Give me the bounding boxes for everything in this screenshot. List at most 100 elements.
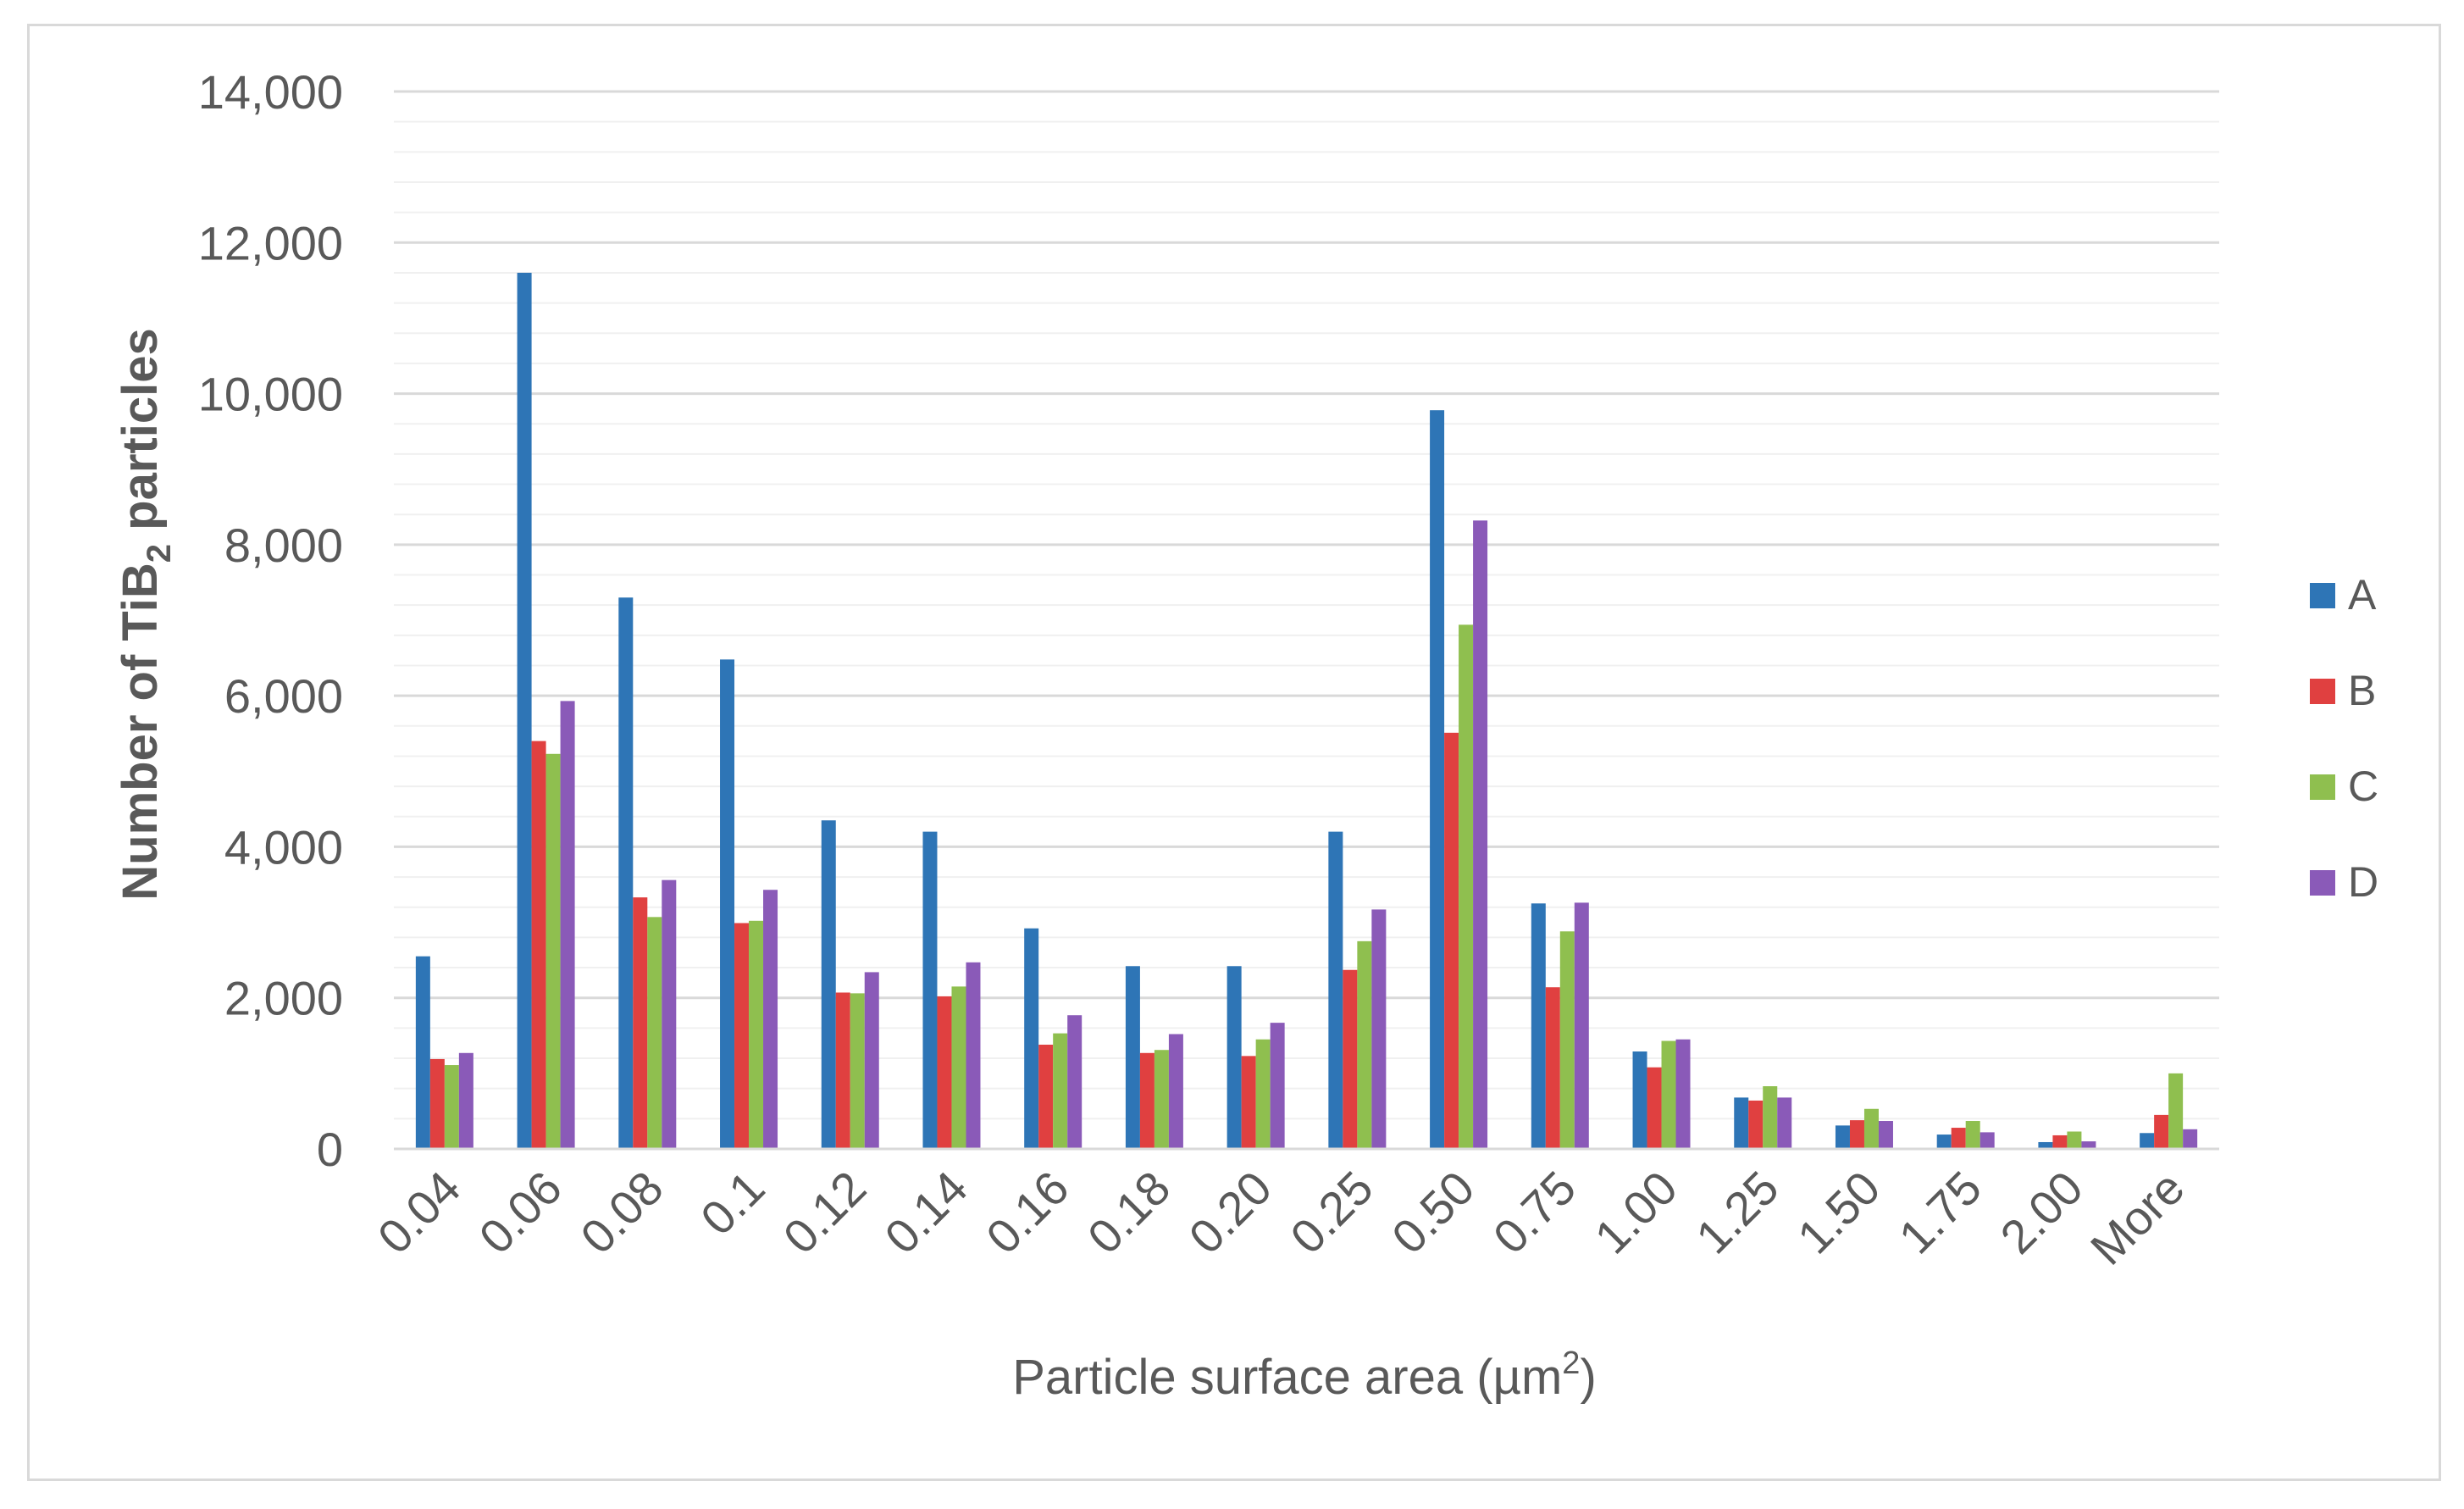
legend-label-B: B: [2348, 667, 2376, 714]
bar-D-0.04: [458, 1052, 473, 1149]
legend-label-C: C: [2348, 763, 2378, 810]
bar-B-2.00: [2052, 1135, 2068, 1149]
y-tick-label: 4,000: [224, 820, 343, 874]
bar-C-0.08: [647, 917, 662, 1149]
bar-D-1.25: [1777, 1097, 1792, 1149]
bar-B-0.18: [1139, 1052, 1154, 1149]
y-tick-label: 2,000: [224, 972, 343, 1025]
bar-A-1.00: [1632, 1051, 1647, 1149]
bar-B-1.00: [1647, 1067, 1662, 1149]
bar-B-0.25: [1343, 969, 1358, 1149]
bar-D-0.18: [1168, 1034, 1183, 1149]
legend-swatch-D: [2310, 870, 2335, 896]
bar-B-0.14: [937, 996, 952, 1149]
bar-C-0.18: [1154, 1050, 1169, 1149]
bar-A-0.12: [821, 820, 836, 1149]
y-tick-label: 10,000: [198, 368, 343, 421]
chart-frame: [27, 24, 2441, 1481]
y-tick-label: 6,000: [224, 669, 343, 723]
bar-D-0.06: [560, 701, 575, 1149]
bar-C-0.50: [1459, 624, 1474, 1149]
bar-B-1.75: [1951, 1128, 1966, 1149]
bar-A-0.50: [1430, 410, 1445, 1149]
bar-B-0.06: [531, 741, 546, 1149]
x-tick-label: 2.00: [1990, 1161, 2093, 1264]
x-axis-title: Particle surface area (µm2): [1012, 1345, 1597, 1405]
legend-label-A: A: [2348, 571, 2377, 619]
y-tick-label: 14,000: [198, 65, 343, 119]
x-tick-label: 1.25: [1686, 1161, 1789, 1264]
minor-gridlines: [394, 120, 2219, 1120]
x-tick-label: More: [2080, 1161, 2195, 1275]
x-tick-label: 0.50: [1382, 1161, 1485, 1264]
bar-A-0.20: [1226, 966, 1242, 1149]
bar-B-0.1: [734, 923, 750, 1149]
bar-C-2.00: [2067, 1131, 2082, 1149]
bar-A-1.50: [1835, 1125, 1850, 1149]
bar-B-0.04: [429, 1058, 445, 1149]
bar-A-0.04: [415, 956, 430, 1149]
legend: A B C D: [2310, 571, 2378, 906]
legend-swatch-A: [2310, 583, 2335, 608]
bar-A-0.08: [618, 597, 634, 1149]
bar-A-1.75: [1936, 1135, 1952, 1149]
bar-A-0.1: [720, 659, 735, 1149]
bars: [415, 272, 2198, 1149]
bar-D-1.50: [1878, 1121, 1893, 1149]
x-tick-label: 0.25: [1280, 1161, 1383, 1264]
bar-D-More: [2183, 1129, 2198, 1149]
x-tick-label: 0.06: [468, 1161, 572, 1264]
bar-C-0.20: [1255, 1039, 1271, 1149]
bar-B-0.12: [835, 992, 850, 1149]
bar-C-0.04: [444, 1065, 459, 1149]
y-tick-label: 0: [317, 1123, 343, 1176]
bar-A-0.06: [517, 272, 532, 1149]
bar-C-More: [2168, 1073, 2184, 1149]
bar-B-0.20: [1241, 1056, 1256, 1149]
bar-D-1.75: [1980, 1132, 1995, 1149]
y-axis-title: Number of TiB2 particles: [113, 328, 178, 900]
x-tick-label: 0.75: [1483, 1161, 1586, 1264]
bar-C-1.00: [1661, 1040, 1676, 1149]
bar-A-0.16: [1024, 928, 1039, 1149]
bar-B-More: [2154, 1114, 2169, 1149]
legend-swatch-C: [2310, 774, 2335, 800]
bar-D-0.1: [763, 890, 778, 1149]
x-tick-label: 0.20: [1179, 1161, 1282, 1264]
bar-C-0.25: [1357, 940, 1372, 1149]
x-axis-ticks: 0.040.060.08 0.10.120.140.160.180.200.250…: [368, 1161, 2195, 1275]
bar-C-0.06: [545, 753, 561, 1149]
bar-B-0.75: [1545, 987, 1560, 1149]
bar-C-0.16: [1053, 1033, 1068, 1149]
bar-C-0.14: [951, 986, 966, 1149]
bar-D-0.75: [1574, 902, 1589, 1149]
bar-A-0.18: [1125, 966, 1140, 1149]
bar-D-0.08: [662, 879, 677, 1149]
bar-C-1.50: [1863, 1108, 1879, 1149]
x-tick-label: 0.08: [570, 1161, 673, 1264]
bar-A-2.00: [2038, 1141, 2053, 1149]
bar-C-1.75: [1965, 1121, 1980, 1149]
bar-A-1.25: [1734, 1097, 1749, 1149]
bar-A-More: [2140, 1133, 2155, 1149]
x-tick-label: 0.14: [874, 1161, 977, 1264]
bar-C-1.25: [1763, 1086, 1778, 1149]
y-tick-label: 12,000: [198, 216, 343, 269]
bar-D-1.00: [1675, 1039, 1691, 1149]
y-axis-ticks: 0 2,000 4,000 6,000 8,000 10,000 12,000 14,000: [198, 65, 343, 1176]
bar-D-0.12: [864, 972, 879, 1149]
bar-C-0.12: [850, 993, 865, 1149]
bar-D-2.00: [2081, 1141, 2096, 1149]
bar-B-0.08: [633, 897, 648, 1149]
bar-D-0.16: [1067, 1015, 1082, 1149]
major-gridlines: [394, 90, 2219, 1000]
bar-D-0.20: [1270, 1023, 1285, 1149]
bar-B-1.50: [1849, 1120, 1864, 1149]
y-tick-label: 8,000: [224, 519, 343, 572]
bar-A-0.25: [1328, 831, 1343, 1149]
x-tick-label: 1.00: [1584, 1161, 1687, 1264]
bar-C-0.75: [1559, 931, 1575, 1149]
bar-B-1.25: [1748, 1100, 1764, 1149]
bar-D-0.50: [1473, 520, 1488, 1149]
